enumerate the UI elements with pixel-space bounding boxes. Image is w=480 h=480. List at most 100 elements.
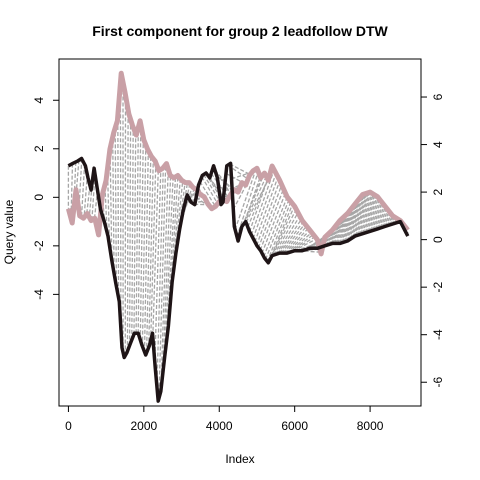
warp-connector [371, 202, 383, 231]
warp-connector [137, 124, 142, 334]
y-left-tick-label: 2 [32, 145, 46, 152]
warp-connector [201, 176, 219, 204]
warp-connector [156, 167, 164, 387]
warp-connector [261, 192, 287, 254]
warp-connector [363, 195, 377, 234]
warp-connector [243, 176, 267, 224]
warp-connector [355, 192, 371, 237]
warp-connector [374, 205, 385, 230]
warp-connector [148, 158, 154, 348]
warp-connector [263, 196, 288, 257]
warp-connector [126, 109, 129, 352]
warp-connector [369, 200, 382, 232]
y-left-tick-label: 4 [32, 97, 46, 104]
y-right-tick-label: 0 [431, 236, 445, 243]
y-right-tick-label: -6 [431, 377, 445, 388]
warp-connector [264, 199, 290, 260]
warp-connector [150, 162, 157, 341]
warp-connector [335, 205, 355, 244]
warp-connector [218, 186, 238, 193]
warp-connector [289, 234, 314, 253]
warp-connector [128, 119, 132, 346]
warp-connector [114, 127, 118, 287]
chart-title: First component for group 2 leadfollow D… [92, 23, 388, 39]
warp-connector [346, 194, 364, 242]
y-right-tick-label: 6 [431, 93, 445, 100]
warp-connector [350, 193, 367, 240]
warp-connector [379, 209, 389, 229]
warp-connector [293, 238, 317, 252]
warp-connector [131, 127, 134, 340]
warp-connector [223, 183, 245, 192]
warp-connector [279, 221, 304, 254]
warp-connector [378, 208, 388, 229]
warp-connector [291, 236, 316, 253]
warp-connector [152, 169, 159, 337]
warp-connector [366, 197, 379, 233]
warp-connector [199, 181, 216, 207]
warp-connector [158, 164, 167, 399]
warp-connector [254, 176, 279, 243]
warp-connector [162, 175, 172, 373]
warp-connector [272, 209, 297, 256]
warp-connector [361, 194, 376, 234]
warp-connector [286, 229, 311, 254]
x-tick-label: 2000 [130, 419, 157, 433]
warp-connector [345, 195, 363, 242]
warp-connector [164, 177, 174, 355]
warp-connector [109, 148, 113, 261]
warp-connector [358, 193, 373, 235]
warp-connector [227, 164, 249, 180]
warp-connector [343, 196, 362, 243]
warp-connector [373, 203, 384, 231]
warp-connector [112, 137, 115, 274]
warp-connector [145, 155, 152, 353]
warp-connector [259, 188, 285, 251]
warp-connector [356, 192, 372, 236]
y-left-tick-label: 0 [32, 194, 46, 201]
warp-connector [86, 185, 91, 215]
warp-connector [133, 133, 137, 335]
y-axis-label: Query value [2, 199, 16, 264]
warp-connector [280, 223, 306, 254]
query-series-line [67, 156, 410, 403]
y-right-tick-label: -4 [431, 329, 445, 340]
warp-connector [143, 150, 149, 352]
warp-connector [139, 137, 144, 341]
warp-connector [241, 173, 265, 227]
warp-connector [277, 218, 303, 255]
x-tick-label: 4000 [206, 419, 233, 433]
warp-connector [275, 215, 301, 255]
x-tick-label: 8000 [357, 419, 384, 433]
warp-connector [75, 160, 80, 192]
warp-connector [135, 127, 139, 334]
warp-connector [247, 172, 271, 228]
warp-connector [154, 169, 162, 364]
warp-connector [236, 171, 259, 237]
warp-connector [266, 201, 292, 262]
warp-connector [270, 205, 296, 259]
warp-connector [365, 196, 378, 233]
warp-connector [252, 173, 277, 239]
warp-connector [287, 232, 313, 254]
warp-connector [381, 211, 390, 228]
warp-connector [80, 164, 86, 218]
warp-connector [73, 161, 77, 211]
x-tick-label: 6000 [281, 419, 308, 433]
warp-connector [234, 168, 257, 230]
warp-connector [101, 195, 106, 224]
warp-connector [257, 184, 283, 249]
warp-connector [160, 168, 169, 391]
warp-connector [119, 83, 122, 329]
warp-connector [353, 192, 369, 237]
series-lines [65, 70, 410, 403]
warp-connector [256, 180, 281, 246]
y-left-tick-label: -4 [32, 289, 46, 300]
y-left-tick-label: -2 [32, 240, 46, 251]
axes: 0 2000 4000 6000 8000 -4 -2 0 2 4 -6 -4 -2 0 2 4 6 [32, 93, 445, 433]
plot-frame [58, 58, 422, 407]
warp-connector [376, 206, 387, 230]
warp-connector [93, 190, 99, 219]
warp-connector [268, 203, 294, 262]
